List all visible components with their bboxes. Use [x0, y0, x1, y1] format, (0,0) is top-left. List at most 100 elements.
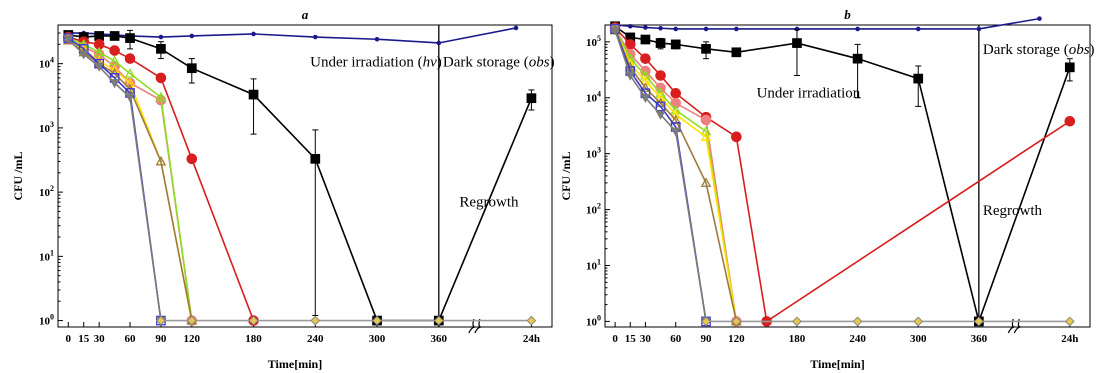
series-2-point: [656, 71, 666, 81]
annotation-0: Under irradiation (hv): [310, 55, 442, 71]
x-tick-label: 300: [910, 333, 927, 345]
panel-b: b1001011021031041050 15 30 60 90 120 180 240 300…: [559, 7, 1095, 371]
series-7: [64, 34, 165, 325]
series-1: [611, 22, 1074, 326]
y-tick-label: 102: [586, 202, 601, 217]
x-tick-label: 360: [971, 333, 988, 345]
x-tick-label: 240: [307, 333, 324, 345]
series-3-point: [701, 115, 711, 125]
annotation-1: Dark storage (obs): [443, 55, 555, 71]
series-9-point: [853, 317, 861, 325]
y-axis-title: CFU /mL: [11, 152, 25, 201]
series-1-point: [1066, 63, 1074, 71]
series-2-point: [641, 54, 651, 64]
panel-label: a: [302, 7, 309, 22]
series-7: [611, 25, 710, 326]
series-0-point: [674, 27, 678, 31]
series-0: [613, 17, 1041, 31]
series-9-point: [527, 316, 535, 324]
x-tick-label: 24h: [523, 333, 540, 345]
x-tick-label: 90: [155, 333, 167, 345]
series-0-point: [628, 24, 632, 28]
x-axis-title: Time[min]: [268, 357, 322, 371]
annotation-1: Dark storage (obs): [983, 42, 1095, 58]
series-9-point: [914, 317, 922, 325]
series-0-point: [375, 37, 379, 41]
series-0-point: [735, 27, 739, 31]
series-1-point: [249, 90, 257, 98]
y-tick-label: 102: [39, 184, 54, 199]
series-0-point: [916, 27, 920, 31]
x-tick-label: 120: [184, 333, 201, 345]
panel-a: a1001011021031040 15 30 60 90 120 180 240 300 360…: [11, 7, 555, 371]
x-tick-label: 180: [789, 333, 806, 345]
series-9-point: [311, 316, 319, 324]
x-tick-label: 120: [728, 333, 745, 345]
y-tick-label: 100: [586, 313, 601, 328]
series-1-point: [527, 94, 535, 102]
series-0-point: [313, 35, 317, 39]
series-2-point: [1065, 116, 1075, 126]
series-0-point: [659, 26, 663, 30]
series-1-line: [68, 35, 531, 321]
series-2: [63, 32, 258, 325]
series-0-point: [252, 32, 256, 36]
y-tick-label: 101: [39, 248, 54, 263]
x-axis-title: Time[min]: [810, 357, 864, 371]
series-0-point: [437, 41, 441, 45]
x-tick-label: 360: [431, 333, 448, 345]
series-1-point: [641, 35, 649, 43]
y-axis-title: CFU /mL: [559, 152, 573, 201]
series-1-point: [126, 34, 134, 42]
series-9-point: [1066, 317, 1074, 325]
series-1-point: [853, 54, 861, 62]
series-2-point: [671, 89, 681, 99]
annotation-2: Regrowth: [459, 194, 519, 210]
series-0-point: [856, 27, 860, 31]
series-1-point: [110, 32, 118, 40]
series-0-point: [159, 35, 163, 39]
series-2-point: [156, 73, 166, 83]
x-tick-label: 0: [612, 333, 618, 345]
series-1-point: [702, 45, 710, 53]
series-1-point: [95, 32, 103, 40]
x-tick-label: 240: [849, 333, 866, 345]
series-1-point: [311, 155, 319, 163]
series-2-point: [732, 132, 742, 142]
x-tick-label: 15: [78, 333, 90, 345]
series-1-point: [656, 39, 664, 47]
x-tick-label: 30: [640, 333, 652, 345]
x-tick-label: 24h: [1061, 333, 1078, 345]
x-tick-label: 30: [94, 333, 106, 345]
series-2: [610, 23, 1074, 326]
x-tick-label: 60: [670, 333, 682, 345]
series-0-point: [704, 27, 708, 31]
series-0-point: [644, 26, 648, 30]
series-1-point: [732, 48, 740, 56]
series-0-point: [190, 34, 194, 38]
series-4: [64, 34, 196, 324]
annotation-0: Under irradiation: [757, 86, 861, 102]
panel-label: b: [844, 7, 851, 22]
series-2-point: [187, 154, 197, 164]
x-tick-label: 15: [625, 333, 637, 345]
y-tick-label: 103: [586, 146, 601, 161]
x-tick-label: 0: [66, 333, 72, 345]
series-1: [64, 30, 536, 324]
series-8: [64, 36, 165, 325]
plot-frame: [605, 25, 1090, 327]
series-1-point: [914, 74, 922, 82]
series-2-point: [110, 46, 120, 56]
y-tick-label: 101: [586, 257, 601, 272]
series-1-point: [672, 40, 680, 48]
series-1-point: [157, 45, 165, 53]
x-tick-label: 300: [369, 333, 386, 345]
y-tick-label: 103: [39, 120, 54, 135]
series-0-line: [615, 19, 1039, 29]
y-tick-label: 104: [586, 90, 601, 105]
series-0-point: [977, 27, 981, 31]
x-tick-label: 60: [125, 333, 137, 345]
series-1-point: [188, 64, 196, 72]
